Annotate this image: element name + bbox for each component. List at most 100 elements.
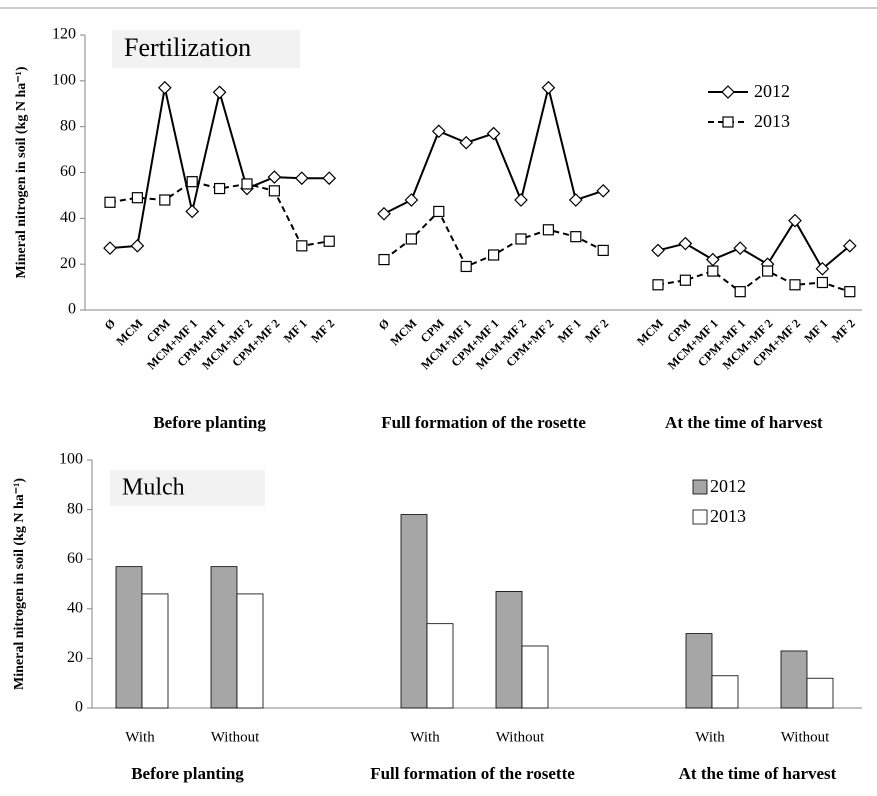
bar (806, 677, 834, 709)
y-tick-label: 0 (68, 301, 76, 318)
x-tick-label: Ø (376, 316, 393, 333)
x-tick-label: Without (211, 729, 260, 745)
y-tick-label: 20 (67, 649, 83, 666)
marker (131, 192, 143, 204)
marker (514, 193, 528, 207)
marker (431, 124, 446, 139)
marker (679, 274, 692, 286)
x-tick-label: MCM (113, 316, 145, 348)
marker (844, 286, 856, 298)
marker (405, 233, 417, 245)
bar (426, 623, 454, 709)
marker (541, 80, 556, 95)
marker (515, 233, 527, 245)
marker (268, 185, 280, 197)
x-tick-label: Without (781, 729, 830, 745)
marker (651, 243, 665, 258)
y-tick-label: 20 (60, 255, 76, 272)
marker (212, 85, 227, 100)
marker (734, 286, 746, 298)
y-tick-label: 80 (60, 117, 76, 134)
title-box (110, 470, 265, 506)
legend-swatch (692, 509, 708, 525)
marker (842, 238, 857, 253)
y-tick-label: 40 (60, 209, 76, 226)
legend-label: 2013 (754, 111, 790, 131)
series-line (383, 87, 604, 215)
bar (685, 633, 713, 709)
y-tick-label: 40 (67, 599, 83, 616)
marker (733, 241, 748, 255)
x-tick-label: MCM (634, 316, 666, 348)
group-label: Full formation of the rosette (381, 413, 586, 432)
x-tick-label: With (125, 729, 155, 745)
group-label: Before planting (153, 413, 266, 432)
marker (542, 224, 555, 236)
x-tick-label: With (695, 729, 725, 745)
marker (705, 252, 720, 267)
x-tick-label: MF 2 (829, 316, 858, 345)
x-tick-label: MCM (387, 316, 419, 348)
marker (294, 171, 309, 186)
marker (486, 126, 501, 141)
x-tick-label: MF 2 (308, 316, 337, 345)
group-label: At the time of harvest (679, 764, 837, 783)
marker (214, 182, 226, 195)
marker (185, 204, 200, 219)
bar (780, 650, 808, 709)
group-label: Full formation of the rosette (370, 764, 575, 783)
group-label: Before planting (131, 764, 244, 783)
marker (460, 260, 472, 273)
bar (521, 645, 549, 709)
marker (570, 231, 582, 243)
marker (103, 241, 117, 255)
bar (400, 514, 428, 709)
marker (296, 240, 308, 252)
marker (596, 183, 611, 198)
marker (488, 249, 500, 261)
marker (377, 206, 391, 221)
marker (267, 170, 282, 184)
y-tick-label: 100 (59, 451, 83, 468)
marker (130, 238, 145, 253)
x-tick-label: MF 2 (582, 316, 611, 345)
marker (815, 261, 830, 276)
bar (141, 593, 169, 709)
marker (378, 253, 390, 266)
marker (597, 244, 609, 257)
marker (816, 276, 829, 289)
bar (210, 566, 238, 709)
marker (721, 85, 735, 99)
y-tick-label: 60 (67, 550, 83, 567)
y-tick-label: 0 (75, 699, 83, 716)
marker (159, 194, 171, 206)
y-tick-label: 80 (67, 500, 83, 517)
y-axis-label: Mineral nitrogen in soil (kg N ha⁻¹) (14, 66, 29, 278)
bar (115, 566, 143, 709)
marker (652, 279, 664, 291)
marker (707, 265, 719, 277)
series-line (109, 87, 330, 250)
x-tick-label: MF 1 (801, 316, 830, 345)
x-tick-label: MF 1 (281, 316, 310, 345)
chart-title: Mulch (122, 475, 185, 501)
y-tick-label: 100 (52, 72, 76, 89)
marker (241, 178, 253, 190)
marker (104, 196, 116, 208)
y-tick-label: 60 (60, 163, 76, 180)
bar (495, 591, 523, 709)
marker (323, 235, 335, 247)
legend-label: 2012 (754, 81, 790, 101)
marker (459, 135, 474, 150)
x-tick-label: Without (496, 729, 545, 745)
marker (789, 279, 801, 291)
marker (404, 193, 419, 207)
legend-swatch (692, 479, 708, 495)
marker (433, 205, 445, 218)
legend-label: 2012 (710, 476, 746, 496)
y-tick-label: 120 (52, 26, 76, 43)
y-axis-label: Mineral nitrogen in soil (kg N ha⁻¹) (12, 478, 27, 690)
marker (788, 213, 802, 228)
marker (678, 236, 693, 251)
